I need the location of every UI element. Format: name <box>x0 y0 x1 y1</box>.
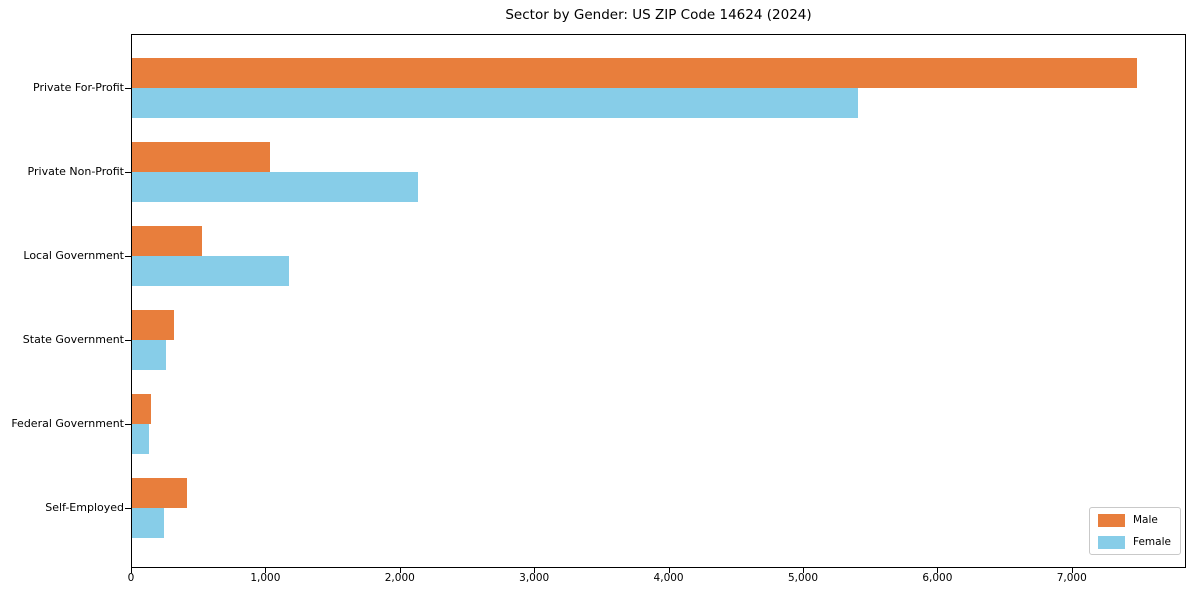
bar-male-private-non-profit <box>132 142 271 172</box>
x-tick-7000 <box>1071 568 1073 573</box>
x-tick-3000 <box>534 568 536 573</box>
bar-female-state-government <box>132 340 166 370</box>
bar-male-local-government <box>132 226 202 256</box>
y-tick-federal-government <box>125 424 131 425</box>
bar-female-local-government <box>132 256 289 286</box>
y-tick-state-government <box>125 340 131 341</box>
x-tick-label-7000: 7,000 <box>1056 572 1087 584</box>
female-series-swatch <box>1098 536 1125 549</box>
y-tick-label-self-employed: Self-Employed <box>45 501 124 514</box>
bar-male-state-government <box>132 310 175 340</box>
bar-female-federal-government <box>132 424 150 454</box>
x-tick-label-2000: 2,000 <box>384 572 415 584</box>
x-tick-label-1000: 1,000 <box>250 572 281 584</box>
legend-item-female: Female <box>1098 536 1172 549</box>
y-tick-label-private-for-profit: Private For-Profit <box>33 81 124 94</box>
bar-male-self-employed <box>132 478 188 508</box>
bar-female-private-non-profit <box>132 172 418 202</box>
x-tick-0 <box>131 568 132 573</box>
legend-label-female: Female <box>1133 536 1171 548</box>
bar-male-private-for-profit <box>132 58 1137 88</box>
y-tick-private-non-profit <box>125 172 131 173</box>
y-tick-label-private-non-profit: Private Non-Profit <box>27 165 124 178</box>
x-tick-label-3000: 3,000 <box>519 572 550 584</box>
y-tick-private-for-profit <box>125 88 131 89</box>
bar-female-self-employed <box>132 508 165 538</box>
legend-label-male: Male <box>1133 514 1158 526</box>
x-tick-1000 <box>265 568 267 573</box>
bar-female-private-for-profit <box>132 88 858 118</box>
x-tick-6000 <box>937 568 939 573</box>
chart-title: Sector by Gender: US ZIP Code 14624 (202… <box>505 7 812 23</box>
bar-male-federal-government <box>132 394 152 424</box>
x-tick-4000 <box>668 568 670 573</box>
x-tick-label-5000: 5,000 <box>787 572 818 584</box>
y-tick-self-employed <box>125 508 131 509</box>
y-tick-label-local-government: Local Government <box>23 249 124 262</box>
x-tick-2000 <box>399 568 401 573</box>
legend-item-male: Male <box>1098 514 1172 527</box>
x-tick-label-0: 0 <box>127 572 135 584</box>
y-tick-label-state-government: State Government <box>22 333 124 346</box>
legend: Male Female <box>1089 507 1181 555</box>
x-tick-label-6000: 6,000 <box>922 572 953 584</box>
x-tick-label-4000: 4,000 <box>653 572 684 584</box>
y-tick-label-federal-government: Federal Government <box>11 417 124 430</box>
plot-area <box>131 34 1186 568</box>
y-tick-local-government <box>125 256 131 257</box>
x-tick-5000 <box>802 568 804 573</box>
male-series-swatch <box>1098 514 1125 527</box>
